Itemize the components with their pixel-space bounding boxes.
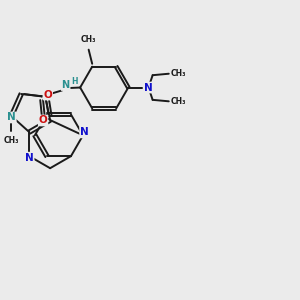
Text: H: H <box>71 76 78 85</box>
Text: N: N <box>80 128 89 137</box>
Text: CH₃: CH₃ <box>4 136 19 145</box>
Text: CH₃: CH₃ <box>171 97 187 106</box>
Text: CH₃: CH₃ <box>81 35 96 44</box>
Text: O: O <box>44 89 52 100</box>
Text: N: N <box>61 80 70 90</box>
Text: N: N <box>144 82 152 92</box>
Text: N: N <box>7 112 16 122</box>
Text: CH₃: CH₃ <box>171 69 187 78</box>
Text: O: O <box>39 116 47 125</box>
Text: N: N <box>25 153 34 163</box>
